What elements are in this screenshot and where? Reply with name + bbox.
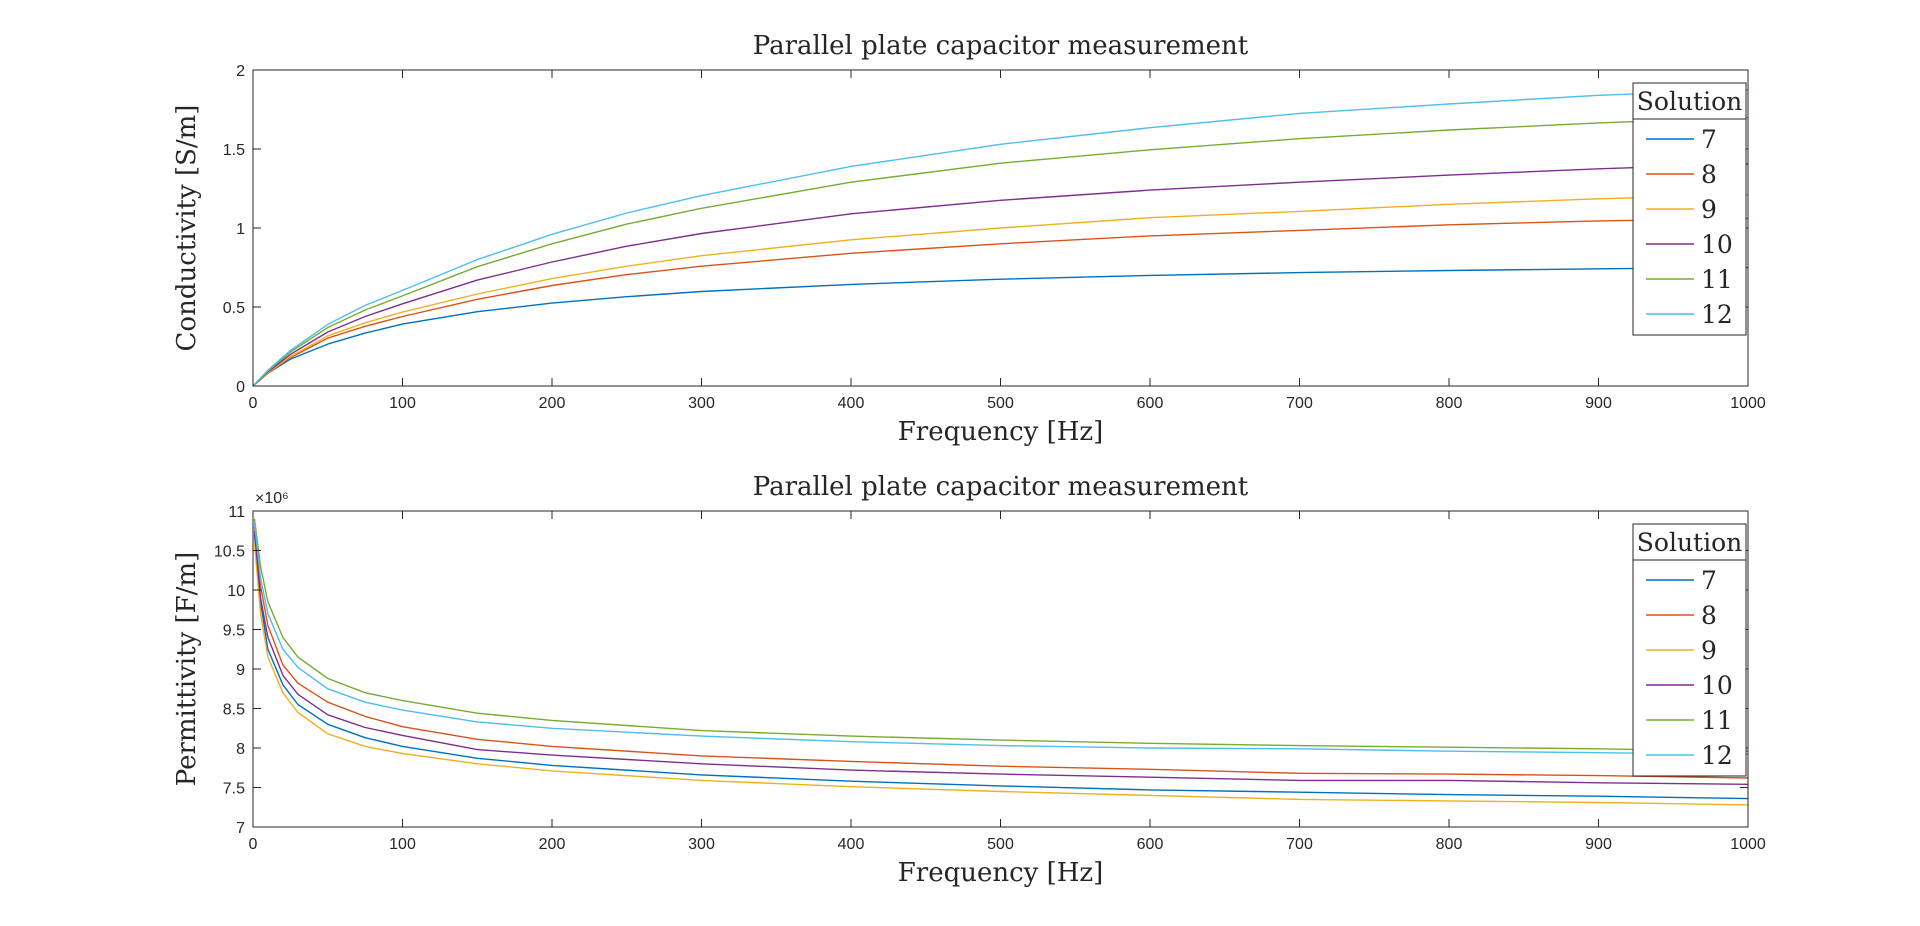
legend-title: Solution — [1637, 87, 1742, 116]
legend-label-7: 7 — [1701, 125, 1717, 154]
legend-label-12: 12 — [1701, 741, 1733, 770]
series-line-10 — [253, 530, 1748, 785]
legend-label-12: 12 — [1701, 300, 1733, 329]
series-line-8 — [253, 217, 1748, 386]
chart-title: Parallel plate capacitor measurement — [753, 472, 1249, 502]
x-tick-label: 400 — [838, 395, 865, 412]
y-tick-label: 7.5 — [223, 781, 245, 798]
x-tick-label: 700 — [1286, 395, 1313, 412]
x-tick-label: 0 — [249, 836, 258, 853]
x-tick-label: 1000 — [1730, 395, 1766, 412]
legend-label-9: 9 — [1701, 636, 1717, 665]
x-axis-label: Frequency [Hz] — [898, 417, 1104, 447]
x-tick-label: 600 — [1137, 395, 1164, 412]
x-tick-label: 800 — [1436, 836, 1463, 853]
x-tick-label: 500 — [987, 395, 1014, 412]
x-tick-label: 900 — [1585, 395, 1612, 412]
legend-label-11: 11 — [1701, 265, 1733, 294]
y-tick-label: 10.5 — [214, 544, 245, 561]
y-tick-label: 9.5 — [223, 623, 245, 640]
x-tick-label: 100 — [389, 395, 416, 412]
x-tick-label: 400 — [838, 836, 865, 853]
x-tick-label: 700 — [1286, 836, 1313, 853]
x-tick-label: 500 — [987, 836, 1014, 853]
x-tick-label: 0 — [249, 395, 258, 412]
series-line-9 — [253, 542, 1748, 806]
y-tick-label: 9 — [236, 662, 245, 679]
x-tick-label: 200 — [539, 836, 566, 853]
x-tick-label: 600 — [1137, 836, 1164, 853]
x-tick-label: 300 — [688, 395, 715, 412]
legend: Solution 7 8 9 10 11 12 — [1632, 82, 1747, 336]
series-line-7 — [253, 534, 1748, 800]
series-line-11 — [253, 518, 1748, 752]
series-line-11 — [253, 116, 1748, 386]
series-line-12 — [253, 522, 1748, 755]
y-tick-label: 10 — [227, 583, 245, 600]
y-axis-label: Permittivity [F/m] — [172, 552, 202, 786]
series-line-8 — [253, 526, 1748, 779]
y-tick-label: 2 — [236, 63, 245, 80]
plot-area — [253, 511, 1748, 827]
series-line-10 — [253, 163, 1748, 386]
y-exponent-label: ×10⁶ — [255, 490, 289, 507]
chart-title: Parallel plate capacitor measurement — [753, 31, 1249, 61]
legend-label-9: 9 — [1701, 195, 1717, 224]
y-axis-label: Conductivity [S/m] — [172, 105, 202, 352]
series-group — [253, 518, 1748, 806]
x-tick-label: 800 — [1436, 395, 1463, 412]
legend-label-11: 11 — [1701, 706, 1733, 735]
y-tick-label: 0 — [236, 379, 245, 396]
y-tick-label: 1.5 — [223, 142, 245, 159]
series-group — [253, 89, 1748, 386]
y-tick-label: 8 — [236, 741, 245, 758]
y-tick-label: 8.5 — [223, 702, 245, 719]
legend: Solution 7 8 9 10 11 12 — [1632, 523, 1747, 777]
legend-title: Solution — [1637, 528, 1742, 557]
x-tick-label: 100 — [389, 836, 416, 853]
x-axis-label: Frequency [Hz] — [898, 858, 1104, 888]
legend-label-7: 7 — [1701, 566, 1717, 595]
legend-label-8: 8 — [1701, 601, 1717, 630]
legend-label-10: 10 — [1701, 671, 1733, 700]
series-line-7 — [253, 266, 1748, 386]
x-tick-label: 300 — [688, 836, 715, 853]
series-line-9 — [253, 194, 1748, 386]
x-tick-label: 200 — [539, 395, 566, 412]
x-tick-label: 900 — [1585, 836, 1612, 853]
y-tick-label: 7 — [236, 820, 245, 837]
chart-2: 0 100 200 300 400 500 600 700 800 900 1000 7 7.5 8 8.5… — [172, 472, 1766, 888]
y-tick-label: 0.5 — [223, 300, 245, 317]
y-tick-label: 1 — [236, 221, 245, 238]
legend-label-8: 8 — [1701, 160, 1717, 189]
chart-1: 0 100 200 300 400 500 600 700 800 900 1000 0 0.5 1 1.5… — [172, 31, 1766, 447]
y-tick-label: 11 — [228, 504, 245, 521]
legend-label-10: 10 — [1701, 230, 1733, 259]
x-tick-label: 1000 — [1730, 836, 1766, 853]
series-line-12 — [253, 89, 1748, 386]
